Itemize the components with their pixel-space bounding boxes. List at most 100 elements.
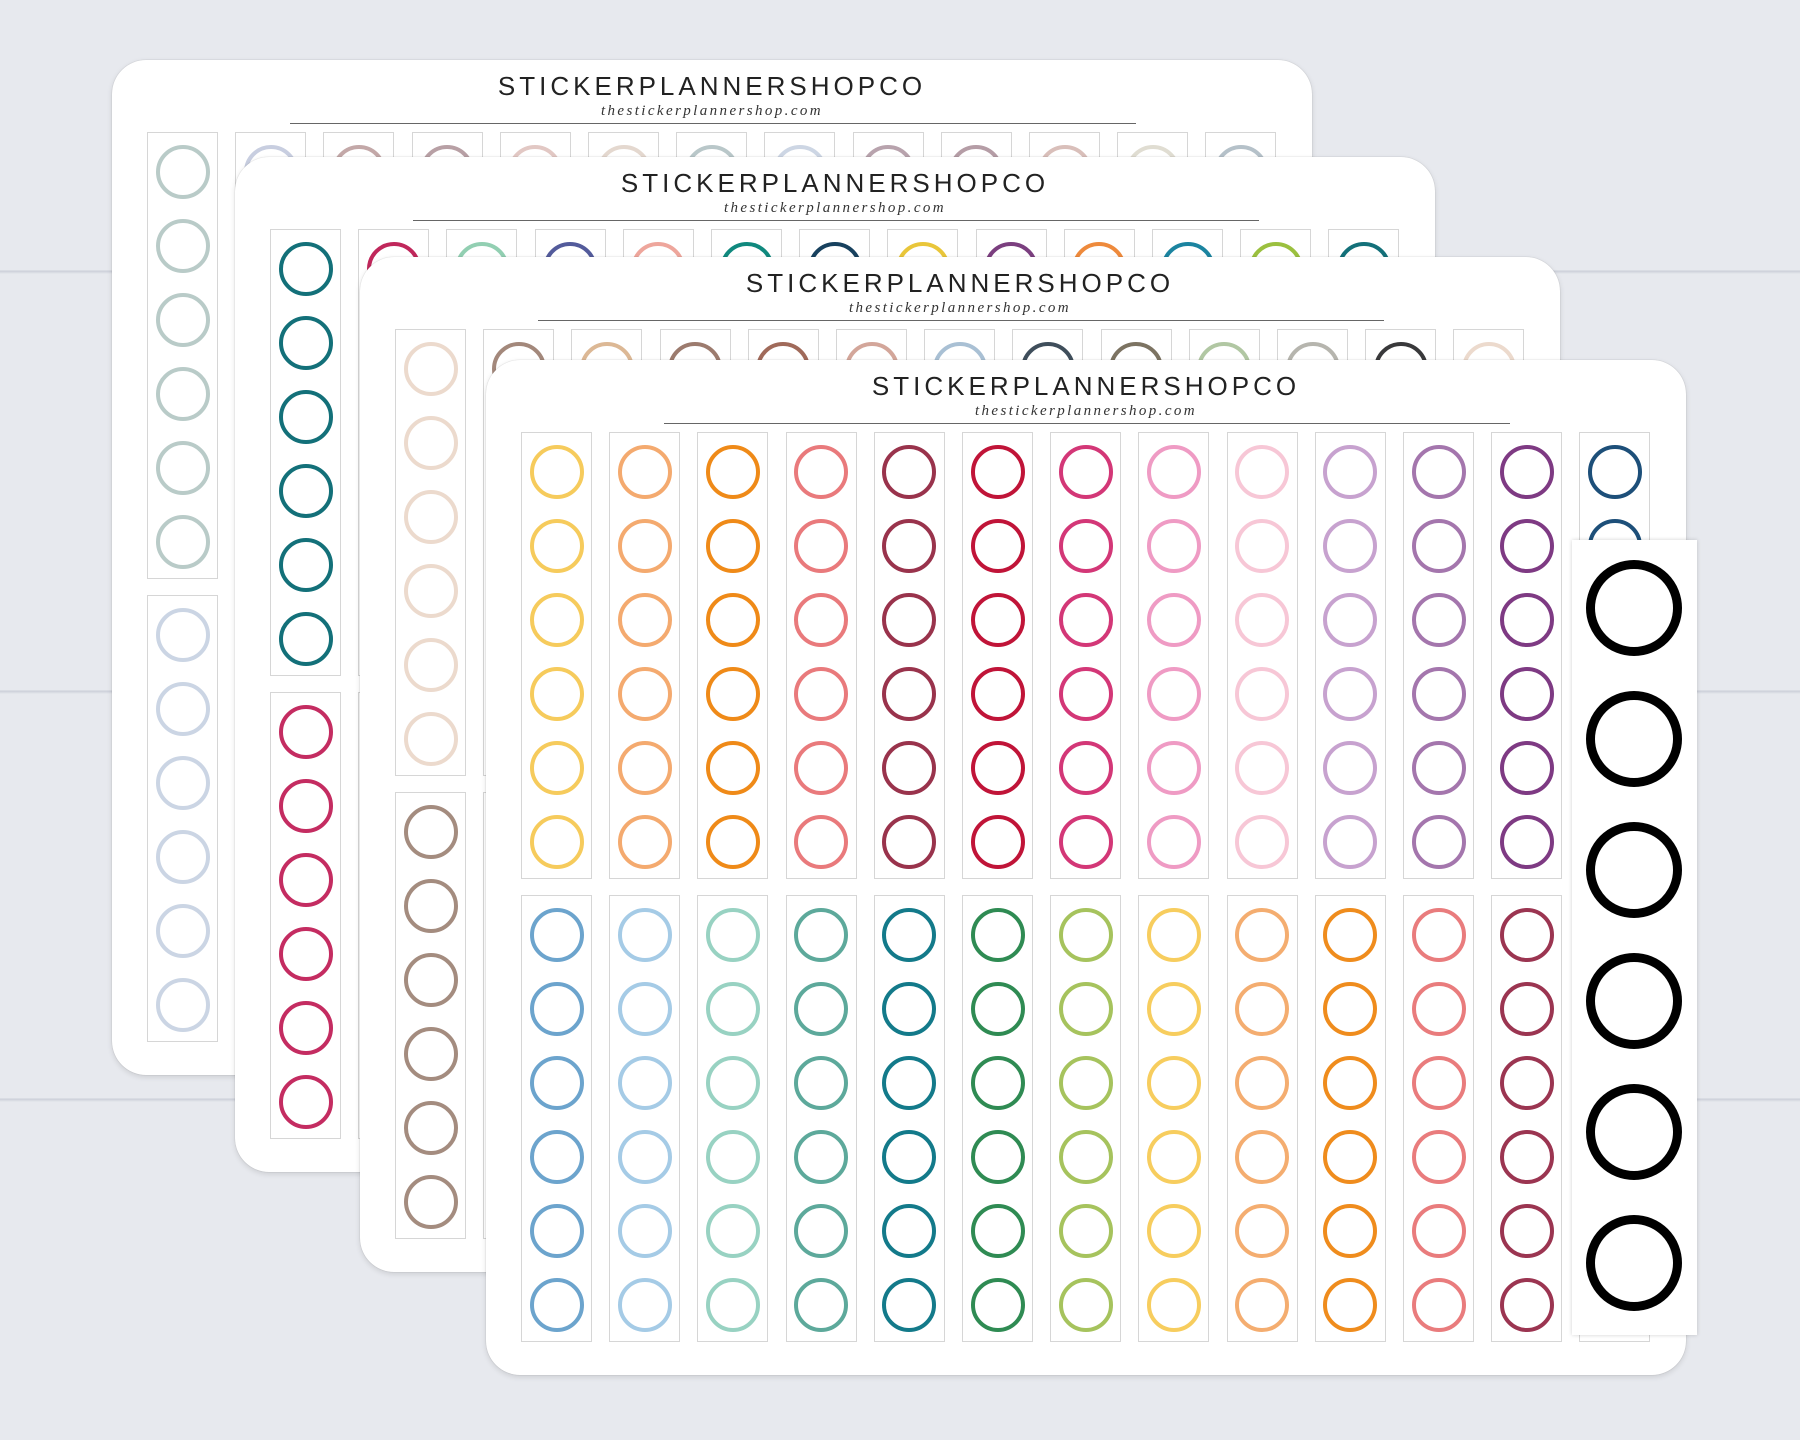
header-rule — [538, 320, 1384, 321]
sticker-strip — [1050, 432, 1122, 879]
circle-sticker — [1146, 1130, 1201, 1184]
circle-sticker — [1499, 1278, 1554, 1332]
circle-sticker — [705, 1204, 760, 1258]
sticker-strip — [785, 432, 857, 879]
circle-sticker — [1411, 982, 1466, 1036]
sticker-strip — [1314, 432, 1386, 879]
sticker-strip — [395, 792, 466, 1239]
circle-sticker — [1499, 667, 1554, 721]
circle-sticker — [1323, 667, 1378, 721]
circle-sticker — [1411, 908, 1466, 962]
circle-sticker — [970, 982, 1025, 1036]
circle-sticker — [1323, 593, 1378, 647]
circle-sticker — [403, 342, 458, 396]
circle-sticker — [794, 1056, 849, 1110]
black-circle-sticker-strip — [1572, 540, 1697, 1335]
circle-sticker — [617, 593, 672, 647]
brand-name: STICKERPLANNERSHOPCO — [745, 268, 1175, 298]
circle-sticker — [705, 982, 760, 1036]
circle-sticker — [882, 815, 937, 869]
circle-sticker — [1499, 908, 1554, 962]
header-rule — [664, 423, 1510, 424]
circle-sticker — [403, 1027, 458, 1081]
circle-sticker — [1499, 982, 1554, 1036]
circle-sticker — [882, 982, 937, 1036]
circle-sticker — [1058, 519, 1113, 573]
circle-sticker — [617, 1130, 672, 1184]
circle-sticker — [1499, 593, 1554, 647]
circle-sticker — [617, 982, 672, 1036]
circle-sticker — [278, 705, 333, 759]
sticker-strip — [1138, 895, 1210, 1342]
circle-sticker — [1323, 1278, 1378, 1332]
circle-sticker — [1146, 982, 1201, 1036]
circle-sticker — [155, 145, 210, 199]
circle-sticker — [278, 927, 333, 981]
circle-sticker — [1323, 519, 1378, 573]
circle-sticker — [617, 519, 672, 573]
header-rule — [290, 123, 1136, 124]
circle-sticker — [278, 612, 333, 666]
circle-sticker — [1323, 445, 1378, 499]
circle-sticker — [1323, 741, 1378, 795]
circle-sticker — [1411, 1056, 1466, 1110]
sheet-header: STICKERPLANNERSHOPCO thestickerplannersh… — [235, 167, 1435, 217]
circle-sticker — [529, 445, 584, 499]
circle-sticker — [1146, 593, 1201, 647]
circle-sticker — [155, 219, 210, 273]
circle-sticker — [882, 593, 937, 647]
brand-name: STICKERPLANNERSHOPCO — [620, 168, 1050, 198]
circle-sticker — [970, 815, 1025, 869]
sticker-strip — [873, 432, 945, 879]
circle-sticker — [278, 779, 333, 833]
brand-website: thestickerplannershop.com — [848, 300, 1072, 316]
circle-sticker — [529, 593, 584, 647]
sticker-strip — [1403, 432, 1474, 879]
circle-sticker — [1411, 1204, 1466, 1258]
circle-sticker — [1058, 1056, 1113, 1110]
sticker-strip — [147, 595, 218, 1042]
sticker-strip — [521, 432, 592, 879]
circle-sticker — [970, 1204, 1025, 1258]
circle-sticker — [1235, 667, 1290, 721]
circle-sticker — [155, 367, 210, 421]
sticker-strip — [395, 329, 466, 776]
circle-sticker — [529, 741, 584, 795]
circle-sticker — [1323, 1056, 1378, 1110]
circle-sticker — [794, 741, 849, 795]
circle-sticker — [1587, 445, 1642, 499]
circle-sticker — [278, 1001, 333, 1055]
black-circle-sticker — [1586, 691, 1682, 787]
sticker-strip — [147, 132, 218, 579]
header-rule — [413, 220, 1259, 221]
sticker-strip — [1226, 895, 1298, 1342]
circle-sticker — [1323, 908, 1378, 962]
circle-sticker — [1058, 741, 1113, 795]
circle-sticker — [970, 908, 1025, 962]
circle-sticker — [794, 593, 849, 647]
circle-sticker — [1499, 445, 1554, 499]
circle-sticker — [1058, 1204, 1113, 1258]
circle-sticker — [970, 519, 1025, 573]
sticker-strip — [1491, 895, 1563, 1342]
circle-sticker — [1235, 908, 1290, 962]
circle-sticker — [403, 712, 458, 766]
circle-sticker — [529, 1056, 584, 1110]
circle-sticker — [705, 519, 760, 573]
black-circle-sticker — [1586, 560, 1682, 656]
sticker-strip — [1226, 432, 1298, 879]
circle-sticker — [1235, 815, 1290, 869]
circle-sticker — [705, 667, 760, 721]
circle-sticker — [617, 741, 672, 795]
black-circle-sticker — [1586, 822, 1682, 918]
circle-sticker — [278, 464, 333, 518]
circle-sticker — [1411, 445, 1466, 499]
circle-sticker — [705, 1056, 760, 1110]
circle-sticker — [1499, 741, 1554, 795]
circle-sticker — [1323, 815, 1378, 869]
circle-sticker — [1235, 519, 1290, 573]
sheet-header: STICKERPLANNERSHOPCO thestickerplannersh… — [486, 370, 1686, 420]
sticker-strip — [873, 895, 945, 1342]
circle-sticker — [155, 441, 210, 495]
circle-sticker — [529, 908, 584, 962]
